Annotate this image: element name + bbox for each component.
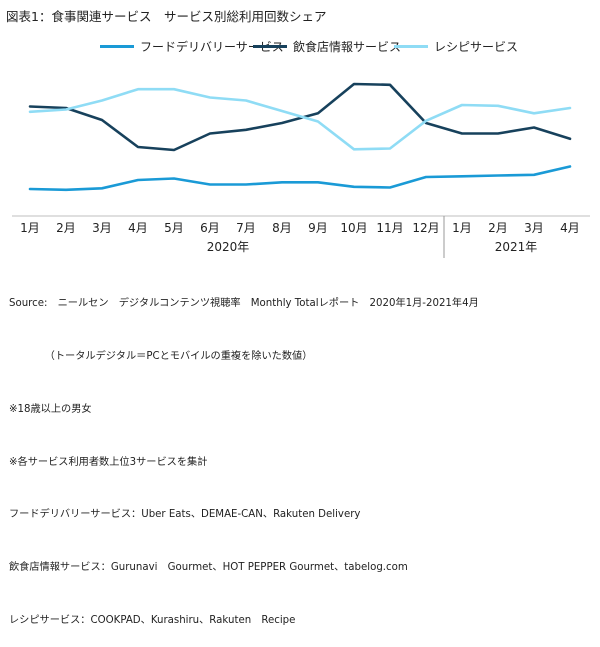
source-detail-line: （トータルデジタル＝PCとモバイルの重複を除いた数値）: [9, 350, 313, 362]
note-food-delivery-services: フードデリバリーサービス：Uber Eats、DEMAE-CAN、Rakuten…: [9, 509, 361, 521]
source-line: Source: ニールセン デジタルコンテンツ視聴率 Monthly Total…: [9, 298, 479, 310]
x-tick-label: 2月: [56, 221, 76, 235]
legend-item-food-delivery: フードデリバリーサービス: [100, 38, 284, 54]
x-tick-label: 10月: [340, 221, 367, 235]
series-line-1: [28, 82, 572, 152]
line-chart: 1月 2月 3月 4月 5月 6月 7月 8月 9月 10月 11月 12月 1月 2月 3月 4月 2020年…: [12, 82, 590, 258]
legend-label-food-delivery: フードデリバリーサービス: [140, 39, 284, 54]
note-restaurant-info-services: 飲食店情報サービス：Gurunavi Gourmet、HOT PEPPER Go…: [9, 562, 408, 574]
x-tick-label: 2月: [488, 221, 508, 235]
x-tick-label: 11月: [376, 221, 403, 235]
series-line-2: [28, 87, 572, 151]
year-label-0: 2020年: [207, 240, 250, 254]
x-tick-label: 12月: [412, 221, 439, 235]
legend-label-recipe: レシピサービス: [434, 39, 519, 54]
legend-swatch-recipe: [394, 44, 428, 48]
legend-item-restaurant-info: 飲食店情報サービス: [253, 38, 401, 54]
note-age: ※18歳以上の男女: [9, 403, 92, 415]
x-tick-label: 1月: [452, 221, 472, 235]
x-tick-label: 5月: [164, 221, 184, 235]
legend-item-recipe: レシピサービス: [394, 38, 518, 54]
year-label-1: 2021年: [495, 240, 538, 254]
x-tick-label: 4月: [560, 221, 580, 235]
x-tick-label: 9月: [308, 221, 328, 235]
x-tick-label: 4月: [128, 221, 148, 235]
legend-swatch-restaurant-info: [253, 44, 287, 48]
note-recipe-services: レシピサービス：COOKPAD、Kurashiru、Rakuten Recipe: [9, 614, 296, 626]
x-tick-label: 3月: [92, 221, 112, 235]
chart-title: 図表1：食事関連サービス サービス別総利用回数シェア: [6, 9, 327, 24]
x-tick-label: 7月: [236, 221, 256, 235]
series-line-0: [28, 165, 572, 192]
legend-swatch-food-delivery: [100, 44, 134, 48]
x-tick-label: 6月: [200, 221, 220, 235]
x-tick-label: 8月: [272, 221, 292, 235]
note-aggregation: ※各サービス利用者数上位3サービスを集計: [9, 456, 208, 468]
x-tick-label: 3月: [524, 221, 544, 235]
legend-label-restaurant-info: 飲食店情報サービス: [293, 39, 402, 54]
chart-legend: フードデリバリーサービス 飲食店情報サービス レシピサービス: [0, 38, 600, 54]
x-tick-label: 1月: [20, 221, 40, 235]
source-notes: Source: ニールセン デジタルコンテンツ視聴率 Monthly Total…: [9, 260, 479, 647]
